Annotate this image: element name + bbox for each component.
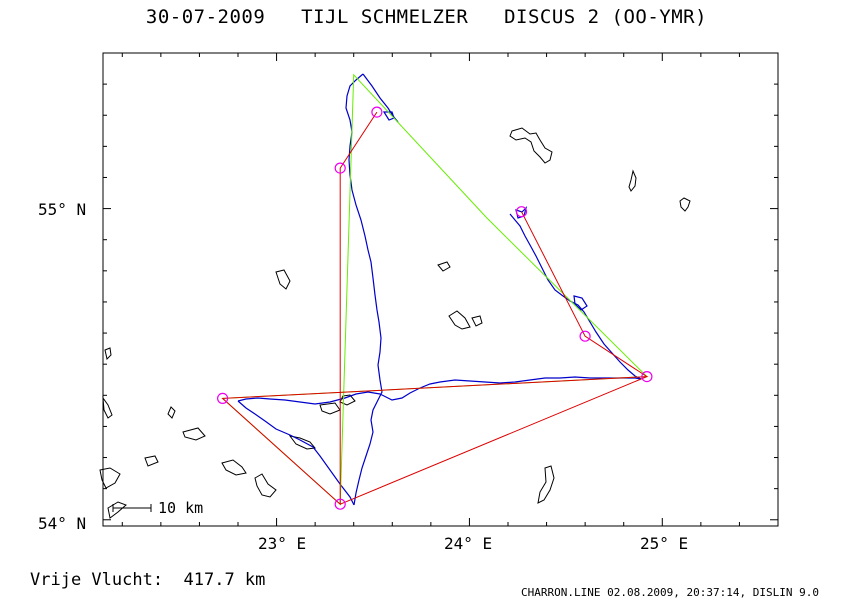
turnpoint-marker bbox=[217, 392, 229, 404]
map-frame bbox=[102, 52, 779, 527]
plot-metadata: CHARRON.LINE 02.08.2009, 20:37:14, DISLI… bbox=[520, 586, 819, 599]
free-flight-distance: Vrije Vlucht: 417.7 km bbox=[30, 570, 266, 590]
turnpoint-marker bbox=[334, 162, 346, 174]
lon-label-23: 23° E bbox=[258, 534, 307, 553]
flight-track bbox=[237, 73, 642, 506]
scale-bar bbox=[112, 504, 152, 512]
lat-label-54: 54° N bbox=[38, 514, 87, 533]
turnpoint-marker bbox=[641, 371, 653, 383]
scale-bar-label: 10 km bbox=[158, 499, 204, 517]
turnpoint-marker bbox=[515, 206, 528, 218]
turnpoint-marker bbox=[579, 330, 591, 342]
map-title: 30-07-2009 TIJL SCHMELZER DISCUS 2 (OO-Y… bbox=[145, 6, 708, 28]
lake-outlines bbox=[99, 127, 691, 519]
lon-label-25: 25° E bbox=[640, 534, 689, 553]
turnpoint-marker bbox=[371, 106, 383, 118]
lon-label-24: 24° E bbox=[444, 534, 493, 553]
flown-route-line bbox=[221, 111, 649, 506]
axis-ticks bbox=[103, 53, 779, 526]
lat-label-55: 55° N bbox=[38, 200, 87, 219]
turnpoint-marker bbox=[334, 498, 346, 510]
turnpoints bbox=[217, 106, 653, 510]
